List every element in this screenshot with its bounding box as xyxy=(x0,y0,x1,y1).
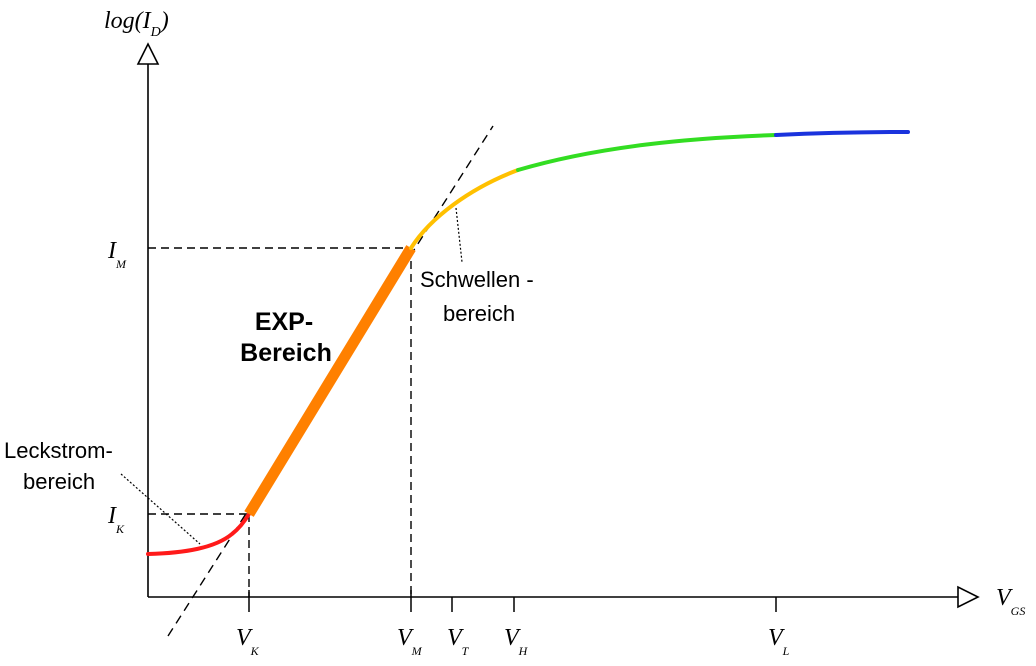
y-marker-im: IM xyxy=(107,238,127,271)
curve-saturation xyxy=(774,130,910,137)
y-axis-label: log(ID) xyxy=(104,8,169,40)
threshold-pointer xyxy=(455,207,463,263)
exp-region-label-line1: EXP- xyxy=(255,308,313,336)
leakage-region-label-line1: Leckstrom- xyxy=(4,438,113,463)
x-marker-vh: VH xyxy=(504,625,529,658)
threshold-region-label-line1: Schwellen - xyxy=(420,267,534,292)
curve-threshold xyxy=(409,168,520,250)
x-marker-vl: VL xyxy=(768,625,790,658)
leakage-region-label-line2: bereich xyxy=(23,469,95,494)
curve-leakage xyxy=(146,512,251,556)
curve-transition xyxy=(516,133,778,172)
curve-exp xyxy=(244,245,416,517)
x-marker-vk: VK xyxy=(236,625,260,658)
x-marker-vt: VT xyxy=(447,625,470,658)
exp-region-label-line2: Bereich xyxy=(240,339,332,367)
x-axis-label: VGS xyxy=(996,585,1025,618)
x-axis-arrow xyxy=(957,585,980,609)
y-marker-ik: IK xyxy=(107,503,125,536)
leakage-pointer xyxy=(120,473,201,545)
y-axis-arrow xyxy=(136,42,160,65)
threshold-region-label-line2: bereich xyxy=(443,301,515,326)
x-marker-vm: VM xyxy=(397,625,423,658)
